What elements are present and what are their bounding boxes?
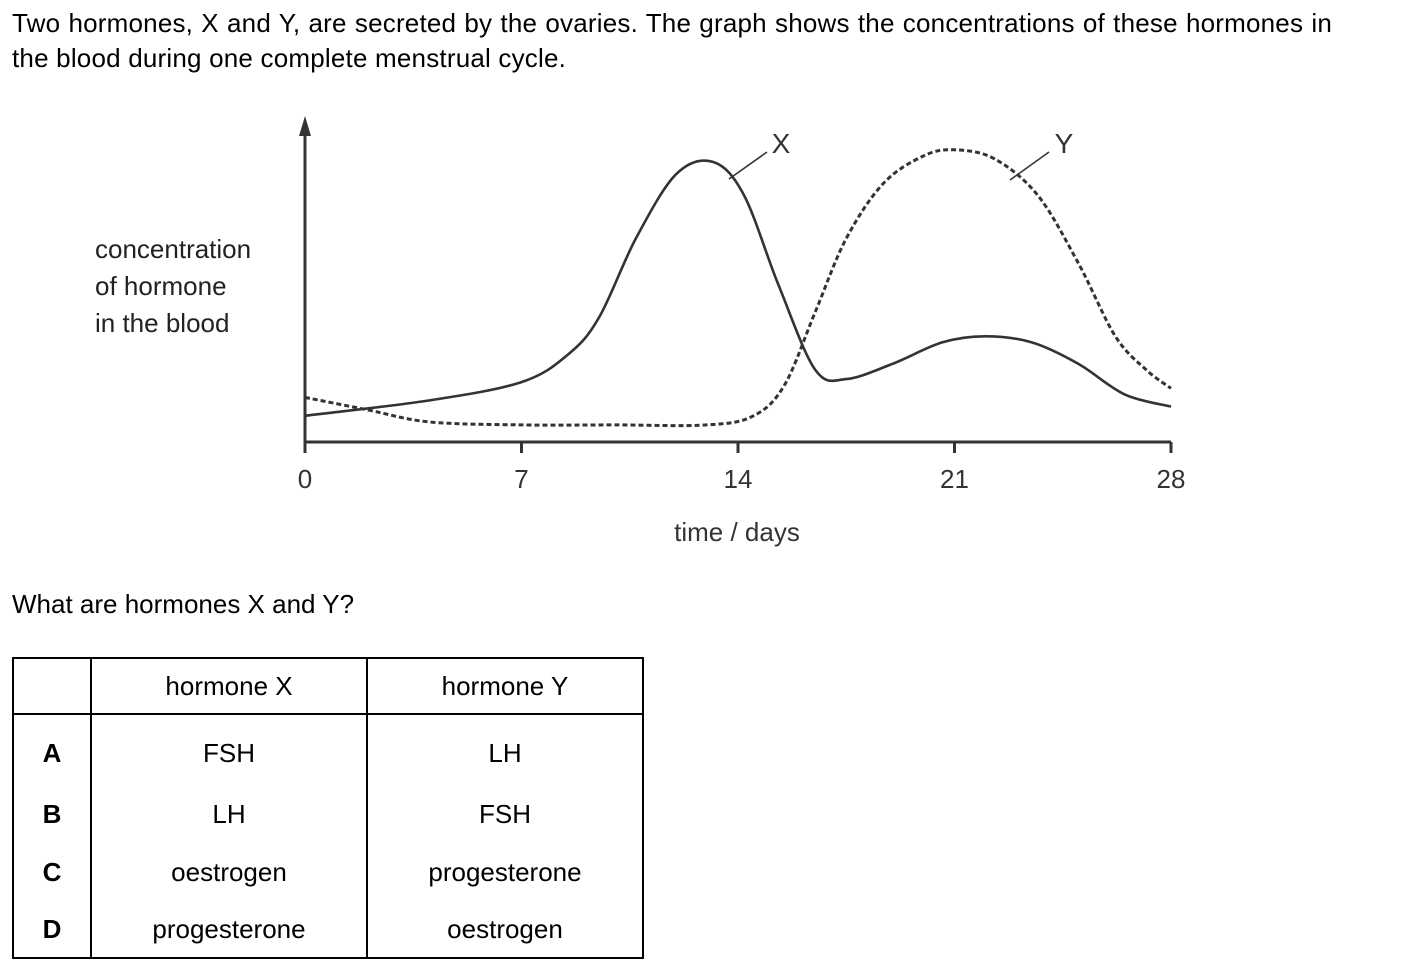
x-tick-label: 28 bbox=[1157, 464, 1186, 494]
intro-text: Two hormones, X and Y, are secreted by t… bbox=[12, 8, 1332, 73]
series-label-x: X bbox=[772, 128, 791, 159]
table-header-hormone-y: hormone Y bbox=[366, 657, 644, 715]
chart-axes bbox=[299, 116, 1171, 444]
option-key: A bbox=[12, 714, 92, 785]
series-leader-line-x bbox=[728, 151, 768, 180]
chart-x-ticks: 0 7 14 21 28 bbox=[298, 442, 1186, 494]
option-hormone-y: FSH bbox=[366, 785, 644, 843]
x-tick-label: 21 bbox=[940, 464, 969, 494]
table-row: C oestrogen progesterone bbox=[12, 843, 644, 901]
y-axis-label-line-3: in the blood bbox=[95, 308, 230, 338]
answer-table: hormone X hormone Y A FSH LH B LH FSH C … bbox=[12, 657, 644, 959]
x-tick-label: 14 bbox=[724, 464, 753, 494]
option-hormone-x: LH bbox=[90, 785, 368, 843]
option-key: B bbox=[12, 785, 92, 843]
series-line-x bbox=[304, 159, 1172, 418]
table-row: D progesterone oestrogen bbox=[12, 901, 644, 959]
option-key: C bbox=[12, 843, 92, 901]
series-label-y: Y bbox=[1055, 128, 1074, 159]
table-header-key bbox=[12, 657, 92, 715]
x-tick-label: 0 bbox=[298, 464, 312, 494]
table-row: B LH FSH bbox=[12, 785, 644, 843]
option-hormone-y: LH bbox=[366, 714, 644, 785]
series-line-y bbox=[304, 148, 1172, 428]
option-hormone-y: progesterone bbox=[366, 843, 644, 901]
series-leader-line-y bbox=[1009, 151, 1050, 181]
y-axis-label-line-2: of hormone bbox=[95, 271, 227, 301]
option-hormone-y: oestrogen bbox=[366, 901, 644, 959]
table-row: A FSH LH bbox=[12, 714, 644, 785]
x-tick-label: 7 bbox=[514, 464, 528, 494]
chart-series bbox=[304, 148, 1172, 428]
option-hormone-x: progesterone bbox=[90, 901, 368, 959]
x-axis-label: time / days bbox=[674, 517, 800, 547]
question-text: What are hormones X and Y? bbox=[12, 589, 355, 619]
y-axis-arrow-icon bbox=[299, 116, 311, 136]
table-header-row: hormone X hormone Y bbox=[12, 657, 644, 715]
y-axis-label: concentration of hormone in the blood bbox=[95, 231, 251, 342]
table-header-hormone-x: hormone X bbox=[90, 657, 368, 715]
option-hormone-x: FSH bbox=[90, 714, 368, 785]
option-hormone-x: oestrogen bbox=[90, 843, 368, 901]
y-axis-label-line-1: concentration bbox=[95, 234, 252, 264]
option-key: D bbox=[12, 901, 92, 959]
